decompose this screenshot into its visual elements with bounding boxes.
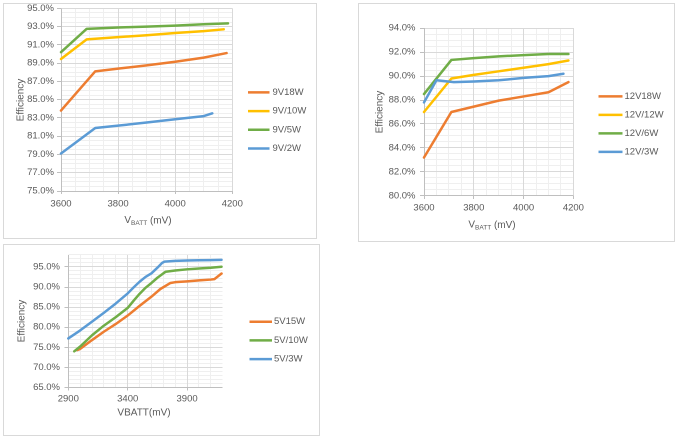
svg-text:12V/6W: 12V/6W [625,128,659,139]
svg-text:81.0%: 81.0% [27,131,54,142]
svg-text:91.0%: 91.0% [27,39,54,50]
svg-text:95.0%: 95.0% [27,3,54,14]
svg-text:5V15W: 5V15W [274,316,305,327]
svg-text:4200: 4200 [222,199,243,210]
svg-text:94.0%: 94.0% [389,23,416,34]
svg-text:9V/2W: 9V/2W [273,143,302,154]
svg-text:3600: 3600 [413,203,434,214]
svg-text:9V/10W: 9V/10W [273,106,307,117]
svg-text:VBATT (mV): VBATT (mV) [124,215,171,227]
svg-text:12V18W: 12V18W [625,91,661,102]
svg-text:86.0%: 86.0% [389,118,416,129]
svg-text:Efficiency: Efficiency [375,91,386,134]
svg-text:92.0%: 92.0% [389,47,416,58]
svg-text:4000: 4000 [165,199,186,210]
svg-text:5V/10W: 5V/10W [274,335,308,346]
svg-text:2900: 2900 [58,394,79,405]
svg-text:77.0%: 77.0% [27,167,54,178]
svg-text:VBATT(mV): VBATT(mV) [117,408,170,419]
svg-text:4200: 4200 [563,203,584,214]
svg-text:65.0%: 65.0% [33,382,60,393]
svg-text:4000: 4000 [513,203,534,214]
svg-text:75.0%: 75.0% [33,342,60,353]
svg-text:12V/3W: 12V/3W [625,146,659,157]
svg-text:93.0%: 93.0% [27,21,54,32]
svg-text:90.0%: 90.0% [389,71,416,82]
svg-text:9V/5W: 9V/5W [273,124,302,135]
svg-text:83.0%: 83.0% [27,112,54,123]
svg-text:79.0%: 79.0% [27,149,54,160]
svg-text:3800: 3800 [108,199,129,210]
svg-text:Efficiency: Efficiency [17,300,28,343]
svg-text:85.0%: 85.0% [33,302,60,313]
svg-text:95.0%: 95.0% [33,261,60,272]
svg-text:Efficiency: Efficiency [16,79,27,122]
svg-text:3600: 3600 [50,199,71,210]
svg-text:80.0%: 80.0% [33,322,60,333]
svg-text:3800: 3800 [463,203,484,214]
svg-text:3400: 3400 [117,394,138,405]
svg-text:84.0%: 84.0% [389,142,416,153]
svg-text:89.0%: 89.0% [27,58,54,69]
svg-text:70.0%: 70.0% [33,362,60,373]
svg-text:3900: 3900 [177,394,198,405]
svg-text:12V/12W: 12V/12W [625,109,664,120]
svg-text:82.0%: 82.0% [389,166,416,177]
svg-text:VBATT (mV): VBATT (mV) [468,220,515,232]
svg-text:5V/3W: 5V/3W [274,354,303,365]
svg-text:80.0%: 80.0% [389,190,416,201]
svg-text:85.0%: 85.0% [27,94,54,105]
svg-text:75.0%: 75.0% [27,186,54,197]
svg-text:9V18W: 9V18W [273,87,304,98]
svg-text:90.0%: 90.0% [33,282,60,293]
svg-text:88.0%: 88.0% [389,95,416,106]
svg-text:87.0%: 87.0% [27,76,54,87]
